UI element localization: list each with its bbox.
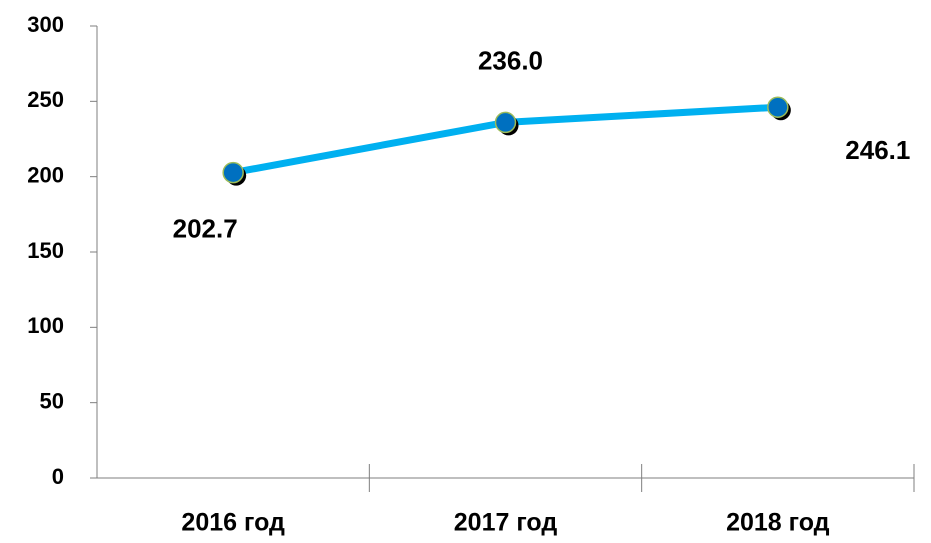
marker [494,111,517,134]
y-tick-label: 150 [27,238,64,263]
data-label: 246.1 [845,135,910,165]
marker [222,161,244,184]
y-tick-label: 250 [27,87,64,112]
y-tick-label: 300 [27,12,64,37]
data-label: 236.0 [478,45,543,75]
x-tick-label: 2016 год [181,509,285,537]
x-tick-label: 2018 год [726,509,830,537]
y-tick-label: 200 [27,162,64,187]
y-tick-label: 50 [40,388,64,413]
y-tick-label: 100 [27,313,64,338]
data-label: 202.7 [173,213,238,243]
x-tick-label: 2017 год [454,509,558,537]
marker [767,96,789,118]
y-tick-label: 0 [52,464,64,489]
